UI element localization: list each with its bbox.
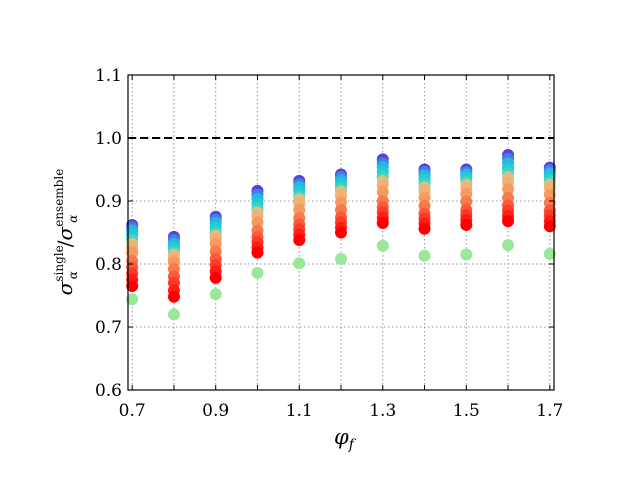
data-point	[418, 249, 431, 262]
data-point	[376, 239, 389, 252]
y-tick-label: 0.7	[95, 318, 122, 338]
x-tick-label: 1.3	[369, 401, 396, 421]
y-tick-label: 0.6	[95, 381, 122, 401]
data-point	[293, 234, 306, 247]
data-point	[376, 217, 389, 230]
data-point	[251, 266, 264, 279]
y-tick-label: 1.0	[95, 129, 122, 149]
axis-ticks	[128, 74, 554, 391]
y-tick-label: 1.1	[95, 66, 122, 86]
y-tick-label: 0.8	[95, 255, 122, 275]
data-point	[502, 239, 515, 252]
data-point	[376, 186, 389, 199]
data-point	[502, 215, 515, 228]
data-point	[502, 183, 515, 196]
data-point	[126, 293, 139, 306]
data-points	[126, 149, 556, 321]
x-tick-label: 1.1	[286, 401, 313, 421]
x-tick-label: 1.7	[536, 401, 563, 421]
data-point	[251, 246, 264, 259]
data-point	[543, 247, 556, 260]
data-point	[293, 257, 306, 270]
y-tick-label: 0.9	[95, 192, 122, 212]
data-point	[543, 220, 556, 233]
data-point	[167, 308, 180, 321]
data-point	[335, 226, 347, 239]
svg-text:σsingleα/σensembleα: σsingleα/σensembleα	[52, 169, 80, 296]
x-tick-label: 0.9	[202, 401, 229, 421]
data-point	[418, 222, 431, 235]
data-point	[209, 271, 222, 284]
x-tick-label: 0.7	[119, 401, 146, 421]
data-point	[460, 248, 473, 261]
data-point	[460, 218, 473, 231]
data-point	[167, 290, 180, 303]
x-tick-label: 1.5	[453, 401, 480, 421]
data-point	[209, 288, 222, 301]
data-point	[335, 252, 347, 265]
y-axis-label: σsingleα/σensembleα	[52, 169, 80, 296]
data-point	[126, 280, 139, 293]
x-axis-label: φf	[334, 425, 357, 453]
tick-labels: 0.7 0.9 1.1 1.3 1.5 1.70.60.70.80.91.01.1	[95, 66, 563, 421]
